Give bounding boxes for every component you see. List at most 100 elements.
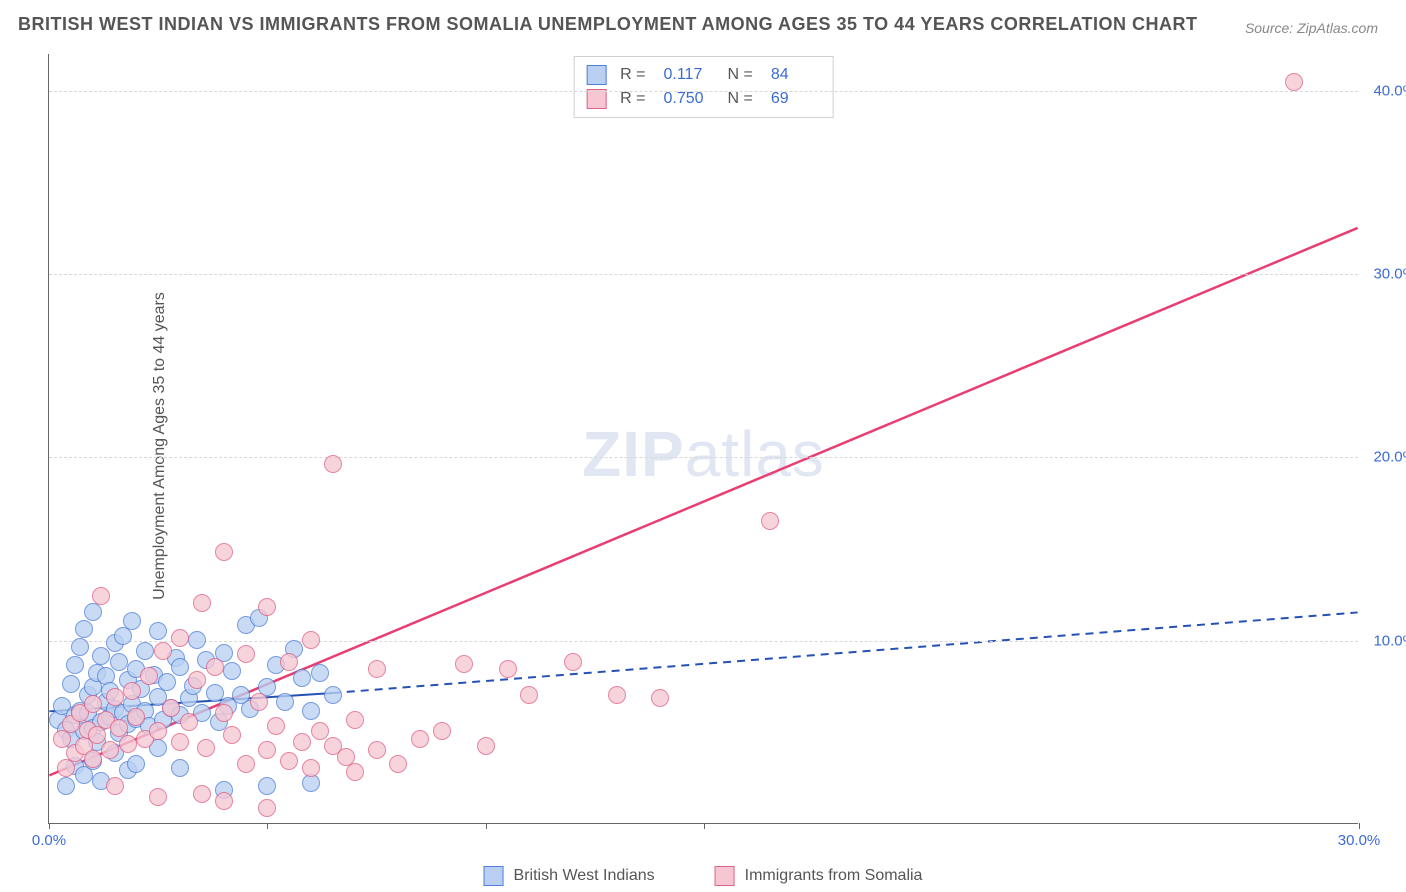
scatter-point-blue	[184, 677, 202, 695]
scatter-point-blue	[92, 772, 110, 790]
y-tick-label: 10.0%	[1373, 632, 1406, 649]
scatter-point-blue	[285, 640, 303, 658]
scatter-point-blue	[88, 733, 106, 751]
scatter-point-blue	[53, 697, 71, 715]
scatter-point-pink	[162, 699, 180, 717]
scatter-point-pink	[433, 722, 451, 740]
scatter-point-pink	[110, 719, 128, 737]
scatter-point-pink	[84, 695, 102, 713]
scatter-point-blue	[97, 693, 115, 711]
scatter-point-pink	[84, 750, 102, 768]
legend-n-value: 84	[771, 66, 821, 84]
scatter-point-pink	[149, 722, 167, 740]
y-tick-label: 20.0%	[1373, 449, 1406, 466]
scatter-point-pink	[499, 660, 517, 678]
scatter-point-pink	[101, 741, 119, 759]
scatter-point-blue	[171, 706, 189, 724]
scatter-point-blue	[106, 634, 124, 652]
stats-legend: R =0.117N =84R =0.750N =69	[573, 56, 834, 118]
scatter-point-pink	[88, 726, 106, 744]
trend-line	[49, 228, 1357, 775]
stats-legend-row: R =0.117N =84	[586, 63, 821, 87]
scatter-point-blue	[136, 702, 154, 720]
scatter-point-blue	[101, 708, 119, 726]
legend-n-label: N =	[728, 90, 753, 108]
scatter-point-blue	[71, 702, 89, 720]
x-tick-mark	[1359, 823, 1360, 829]
scatter-point-blue	[232, 686, 250, 704]
scatter-point-pink	[311, 722, 329, 740]
scatter-point-blue	[75, 722, 93, 740]
scatter-point-pink	[149, 788, 167, 806]
scatter-point-blue	[193, 704, 211, 722]
scatter-point-blue	[293, 669, 311, 687]
scatter-point-blue	[62, 730, 80, 748]
scatter-point-blue	[119, 671, 137, 689]
scatter-point-blue	[258, 678, 276, 696]
trend-line	[333, 612, 1358, 693]
scatter-point-pink	[154, 642, 172, 660]
scatter-point-blue	[101, 682, 119, 700]
scatter-point-blue	[57, 721, 75, 739]
scatter-point-pink	[337, 748, 355, 766]
legend-n-label: N =	[728, 66, 753, 84]
scatter-point-blue	[75, 620, 93, 638]
scatter-point-blue	[49, 711, 67, 729]
scatter-point-pink	[1285, 73, 1303, 91]
scatter-point-blue	[66, 706, 84, 724]
scatter-point-pink	[97, 711, 115, 729]
scatter-point-blue	[149, 688, 167, 706]
x-tick-label: 0.0%	[32, 832, 66, 849]
scatter-point-blue	[158, 673, 176, 691]
gridline	[49, 641, 1358, 642]
scatter-point-pink	[66, 744, 84, 762]
scatter-point-blue	[241, 700, 259, 718]
scatter-point-pink	[389, 755, 407, 773]
scatter-point-blue	[66, 656, 84, 674]
trend-lines-layer	[49, 54, 1358, 823]
x-tick-mark	[486, 823, 487, 829]
scatter-point-blue	[127, 660, 145, 678]
scatter-point-pink	[215, 792, 233, 810]
scatter-point-blue	[171, 658, 189, 676]
scatter-point-blue	[110, 724, 128, 742]
scatter-point-pink	[324, 737, 342, 755]
watermark-rest: atlas	[685, 418, 825, 490]
scatter-point-pink	[75, 737, 93, 755]
scatter-point-blue	[136, 642, 154, 660]
legend-r-value: 0.117	[664, 66, 714, 84]
scatter-point-pink	[237, 645, 255, 663]
scatter-point-blue	[123, 695, 141, 713]
scatter-point-blue	[84, 719, 102, 737]
scatter-point-blue	[210, 713, 228, 731]
scatter-point-pink	[106, 777, 124, 795]
scatter-point-blue	[215, 781, 233, 799]
scatter-point-pink	[92, 587, 110, 605]
scatter-point-pink	[197, 739, 215, 757]
scatter-point-blue	[140, 717, 158, 735]
scatter-point-blue	[127, 755, 145, 773]
scatter-point-pink	[455, 655, 473, 673]
gridline	[49, 457, 1358, 458]
plot-area: ZIPatlas R =0.117N =84R =0.750N =69 10.0…	[48, 54, 1358, 824]
scatter-point-pink	[608, 686, 626, 704]
scatter-point-blue	[197, 651, 215, 669]
scatter-point-blue	[88, 664, 106, 682]
scatter-point-blue	[223, 662, 241, 680]
scatter-point-pink	[761, 512, 779, 530]
legend-swatch	[715, 866, 735, 886]
x-tick-label: 30.0%	[1338, 832, 1381, 849]
scatter-point-blue	[75, 766, 93, 784]
scatter-point-pink	[193, 594, 211, 612]
scatter-point-blue	[84, 752, 102, 770]
y-tick-label: 30.0%	[1373, 266, 1406, 283]
scatter-point-pink	[123, 682, 141, 700]
scatter-point-blue	[215, 644, 233, 662]
scatter-point-pink	[71, 704, 89, 722]
legend-swatch	[484, 866, 504, 886]
scatter-point-pink	[250, 693, 268, 711]
scatter-point-pink	[302, 759, 320, 777]
scatter-point-blue	[302, 702, 320, 720]
bottom-legend-label: British West Indians	[514, 867, 655, 885]
bottom-legend-item: Immigrants from Somalia	[715, 866, 923, 886]
